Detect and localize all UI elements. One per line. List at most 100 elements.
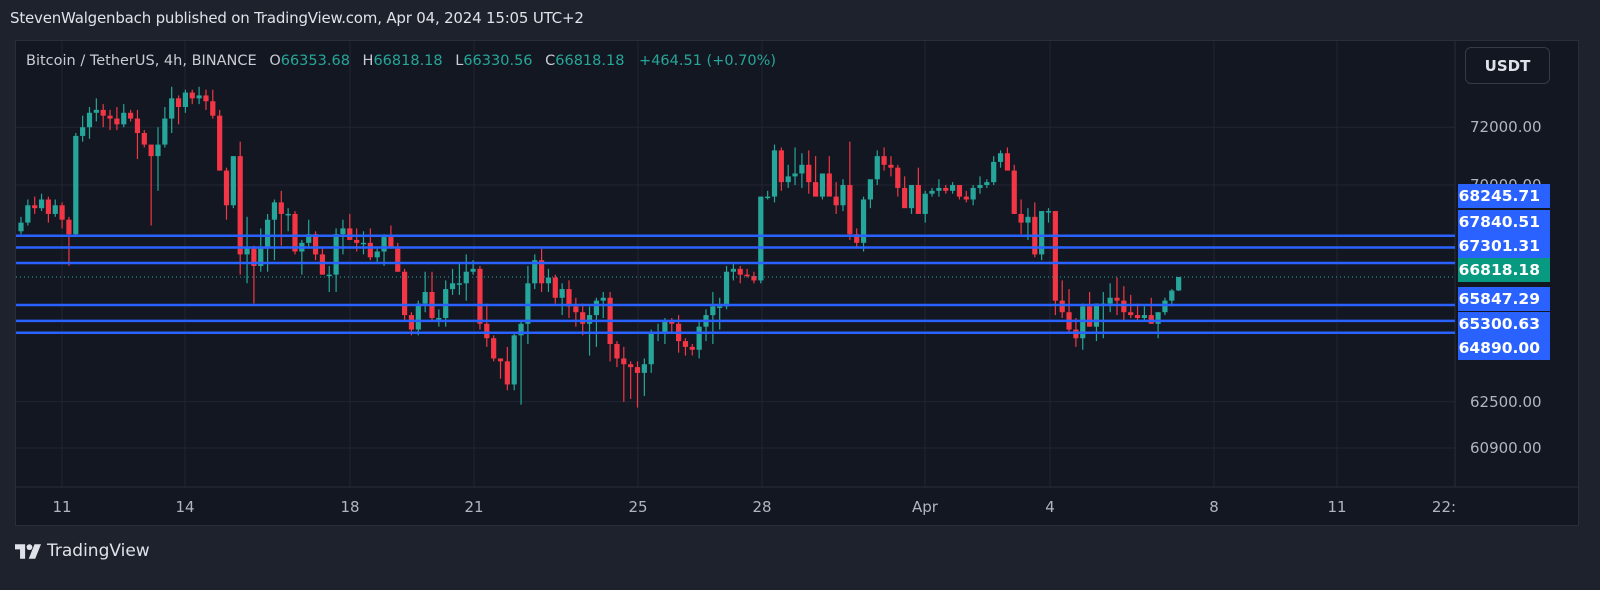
candle-body [203,95,209,102]
candle-body [312,234,319,255]
candle-body [860,199,867,243]
candle-body [1155,312,1161,324]
candle-body [1087,306,1093,327]
currency-button[interactable]: USDT [1465,47,1550,84]
candle-body [552,277,558,298]
level-price-label: 67840.51 [1458,210,1550,234]
candle-body [86,112,93,128]
candle-body [840,185,846,206]
candle-body [73,135,79,235]
candle-body [1011,170,1017,214]
candle-body [1176,277,1182,291]
candle-body [169,98,175,119]
candle-body [1025,216,1031,223]
candle-body [874,156,880,180]
close-value: 66818.18 [555,53,625,69]
candle-body [388,237,394,249]
candle-body [902,187,908,209]
candle-body [408,315,415,330]
candle-body [456,283,462,285]
candle-body [696,326,702,350]
candle-body [806,164,812,183]
price-tick: 62500.00 [1470,392,1542,411]
candle-body [340,228,346,235]
candle-body [497,358,504,362]
time-tick: 4 [1045,498,1055,516]
price-tick: 60900.00 [1470,439,1542,458]
candle-body [888,164,894,168]
time-tick: Apr [912,498,938,516]
candle-body [634,367,641,373]
candle-body [689,346,695,350]
candle-body [799,164,805,174]
candle-body [1004,153,1010,171]
candle-body [559,289,565,298]
candle-body [682,341,689,347]
candle-body [134,118,141,134]
candle-body [251,248,257,266]
candle-body [52,205,58,214]
close-label: C [545,53,556,69]
low-label: L [455,53,464,69]
candle-body [943,187,949,191]
candle-body [963,196,969,200]
candle-body [1107,297,1113,304]
last-price-label: 66818.18 [1458,258,1550,282]
candle-body [1018,213,1024,223]
candle-body [25,205,31,223]
candle-body [477,268,483,324]
candle-body [662,320,668,333]
candle-body [360,242,367,245]
candle-body [819,173,826,197]
candle-body [347,228,353,240]
candle-body [1148,315,1154,324]
time-tick: 18 [340,498,360,516]
candle-body [641,364,647,373]
candle-body [1162,300,1168,313]
level-price-label: 64890.00 [1458,336,1550,360]
candle-body [333,234,339,275]
candle-body [628,364,634,368]
candle-body [984,182,990,186]
candle-body [593,300,599,316]
candle-body [566,289,572,307]
candle-body [785,176,791,183]
candle-body [1039,211,1045,255]
candle-body [1169,290,1175,301]
time-tick: 8 [1209,498,1219,516]
candle-body [573,306,579,313]
candle-body [326,274,332,277]
candle-body [847,185,853,235]
candle-body [936,187,942,191]
candle-body [32,205,38,209]
candle-body [121,112,127,125]
high-value: 66818.18 [373,53,443,69]
candle-body [991,161,997,183]
candle-body [436,317,442,320]
candle-body [751,276,757,281]
candle-body [470,268,476,272]
candle-body [1052,211,1058,301]
candle-body [244,248,250,255]
candle-body [867,179,873,200]
candle-body [182,92,188,108]
candle-body [648,332,654,365]
candle-body [285,213,291,216]
candle-body [155,144,161,157]
candle-body [443,289,449,318]
candle-body [614,343,620,359]
candle-body [1093,303,1100,327]
candle-body [210,101,216,116]
level-price-label: 65847.29 [1458,287,1550,311]
candle-body [45,199,51,214]
candle-body [114,118,120,125]
symbol-title[interactable]: Bitcoin / TetherUS, 4h, BINANCE [26,53,257,69]
candle-body [730,268,736,272]
candle-body [415,303,421,330]
symbol-legend: Bitcoin / TetherUS, 4h, BINANCE O66353.6… [26,53,776,69]
chart-pane[interactable] [15,40,1579,526]
tradingview-logo[interactable]: TradingView [15,541,150,561]
tradingview-brand-text: TradingView [47,541,150,561]
candle-body [381,237,387,252]
